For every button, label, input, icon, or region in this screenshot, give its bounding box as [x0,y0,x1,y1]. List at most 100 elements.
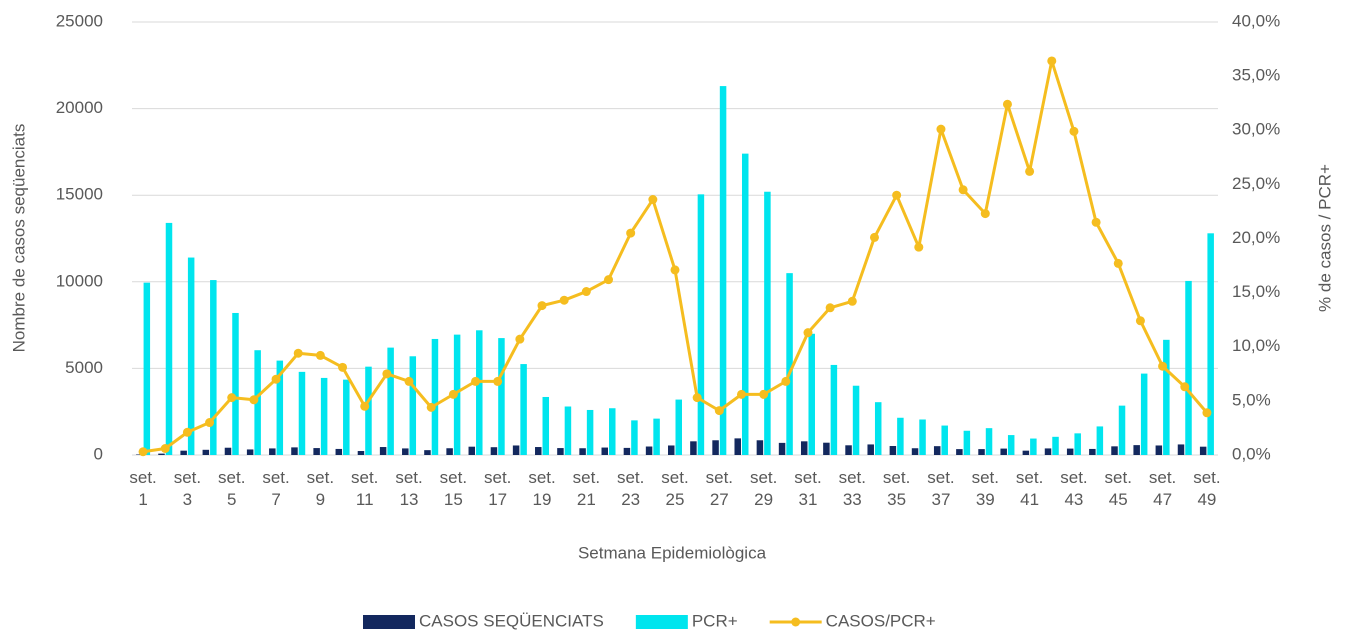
y2-tick-label: 0,0% [1232,444,1271,463]
x-tick-label: set. 31 [794,468,822,509]
bar [424,450,431,455]
x-tick-label: set. 21 [572,468,601,509]
marker [1158,361,1168,371]
bar [668,445,675,455]
marker [227,393,237,403]
bar [468,446,476,455]
bar [1163,339,1170,455]
bar [276,360,284,455]
marker [1135,316,1145,326]
marker [958,185,968,195]
bar [601,447,609,455]
bar [313,448,320,455]
bar [269,448,276,455]
marker [382,369,392,379]
bar [402,448,409,455]
marker [847,296,857,306]
bar [254,350,261,455]
marker [1069,126,1079,136]
y2-tick-label: 10,0% [1232,336,1280,355]
bar [476,330,483,455]
bar [719,86,727,456]
marker [249,395,259,405]
marker [604,275,614,285]
bar [1089,448,1096,455]
bar [1185,280,1192,455]
bar [379,447,387,455]
bar [298,371,306,455]
marker [537,301,547,311]
legend-swatch [791,617,801,627]
marker [293,348,303,358]
marker [980,209,990,219]
marker [759,389,769,399]
marker [338,362,348,372]
bar [210,280,217,455]
marker [404,376,414,386]
bar [1044,448,1052,455]
marker [803,328,813,338]
bar [823,442,830,455]
x-tick-label: set. 29 [749,468,778,509]
x-axis-title: Setmana Epidemiològica [578,543,767,562]
bar [520,364,527,455]
bar [1022,450,1030,455]
bar [490,447,498,455]
y2-tick-label: 40,0% [1232,11,1280,30]
bar [645,446,653,455]
bar [985,428,993,455]
y-axis-title: Nombre de casos seqüenciats [9,124,28,353]
bar [941,425,948,455]
marker [205,418,215,428]
bar [764,191,771,455]
marker [1113,258,1123,268]
bar [202,449,210,455]
bar [690,441,697,455]
marker [692,393,702,403]
marker [648,195,658,205]
x-tick-label: set. 11 [351,468,379,509]
marker [581,287,591,297]
marker [315,350,325,360]
bar [143,282,151,455]
bar [808,333,815,455]
y-tick-label: 10000 [56,271,103,290]
marker [736,389,746,399]
marker [138,447,148,457]
bar [557,448,564,455]
bar [512,445,520,455]
bar [1199,446,1207,455]
marker [471,376,481,386]
bar [542,396,550,455]
marker [1202,408,1212,418]
x-tick-label: set. 1 [129,468,157,509]
y-tick-label: 15000 [56,185,103,204]
bar [889,445,897,455]
bar [1096,426,1104,455]
bar [919,419,926,455]
x-tick-label: set. 49 [1193,468,1221,509]
bar [1140,373,1148,455]
x-tick-label: set. 33 [838,468,866,509]
marker [1180,382,1190,392]
y2-tick-label: 15,0% [1232,282,1280,301]
bar [1007,435,1015,455]
y2-tick-label: 30,0% [1232,120,1280,139]
bar [224,447,232,455]
bar [232,312,239,455]
bar [712,440,719,455]
bar [180,450,187,455]
bar [535,447,542,455]
x-tick-label: set. 25 [661,468,689,509]
x-tick-label: set. 23 [616,468,645,509]
x-tick-label: set. 27 [705,468,734,509]
marker [493,376,503,386]
y-tick-label: 0 [94,444,103,463]
x-tick-label: set. 9 [306,468,335,509]
y-tick-label: 20000 [56,98,103,117]
bar [1030,438,1037,455]
bar [897,417,904,455]
x-tick-label: set. 19 [528,468,556,509]
marker [559,295,569,305]
